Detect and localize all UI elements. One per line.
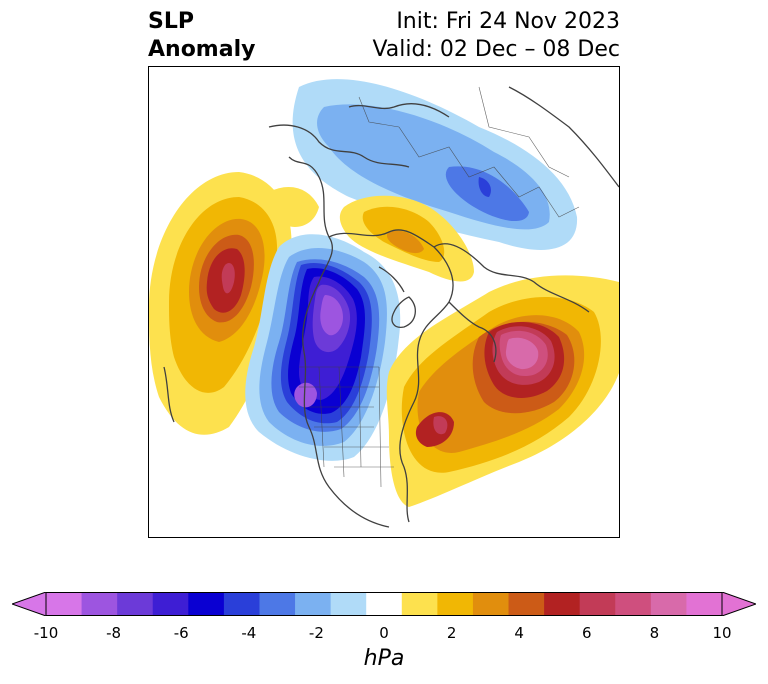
colorbar-segment xyxy=(117,592,154,616)
colorbar-tick-label: -10 xyxy=(33,624,59,642)
colorbar-segment xyxy=(152,592,189,616)
colorbar-segment xyxy=(650,592,687,616)
colorbar-segment xyxy=(544,592,581,616)
colorbar-tick-label: 8 xyxy=(649,624,660,642)
colorbar-segment xyxy=(615,592,652,616)
colorbar-tick-label: -2 xyxy=(308,624,324,642)
title-line-2: Anomaly xyxy=(148,37,256,62)
colorbar-extend-high xyxy=(721,592,756,616)
colorbar-tick-label: -4 xyxy=(241,624,257,642)
siberian-high-anomaly xyxy=(266,187,474,282)
colorbar-segment xyxy=(330,592,367,616)
colorbar xyxy=(12,592,756,616)
title-line-1: SLP xyxy=(148,9,194,34)
colorbar-tick-label: 6 xyxy=(582,624,592,642)
map-title: SLP Anomaly xyxy=(148,8,255,64)
colorbar-segment xyxy=(223,592,260,616)
colorbar-tick-label: 10 xyxy=(712,624,732,642)
colorbar-segment xyxy=(437,592,474,616)
colorbar-segment xyxy=(188,592,225,616)
init-date: Init: Fri 24 Nov 2023 xyxy=(396,9,620,34)
colorbar-segment xyxy=(686,592,723,616)
atlantic-high-anomaly xyxy=(386,275,619,507)
colorbar-tick-label: 4 xyxy=(514,624,524,642)
colorbar-tick-label: 2 xyxy=(446,624,457,642)
colorbar-segment xyxy=(579,592,616,616)
coastlines xyxy=(163,86,619,528)
country-borders xyxy=(299,86,580,488)
anomaly-map-svg xyxy=(149,79,619,528)
colorbar-tick-label: 0 xyxy=(379,624,389,642)
colorbar-segment xyxy=(295,592,332,616)
arctic-low-anomaly xyxy=(292,79,578,250)
colorbar-segment xyxy=(508,592,545,616)
colorbar-segment xyxy=(472,592,510,616)
colorbar-segment xyxy=(366,592,403,616)
colorbar-units: hPa xyxy=(363,646,405,671)
anomaly-map xyxy=(148,66,620,538)
colorbar-segment xyxy=(46,592,83,616)
date-info: Init: Fri 24 Nov 2023 Valid: 02 Dec – 08… xyxy=(372,8,620,64)
colorbar-tick-label: -8 xyxy=(106,624,122,642)
colorbar-tick-label: -6 xyxy=(173,624,189,642)
colorbar-segment xyxy=(259,592,296,616)
colorbar-extend-low xyxy=(12,592,47,616)
north-america-low-anomaly xyxy=(245,234,401,461)
valid-range: Valid: 02 Dec – 08 Dec xyxy=(372,37,620,62)
colorbar-segment xyxy=(81,592,118,616)
colorbar-segment xyxy=(401,592,438,616)
